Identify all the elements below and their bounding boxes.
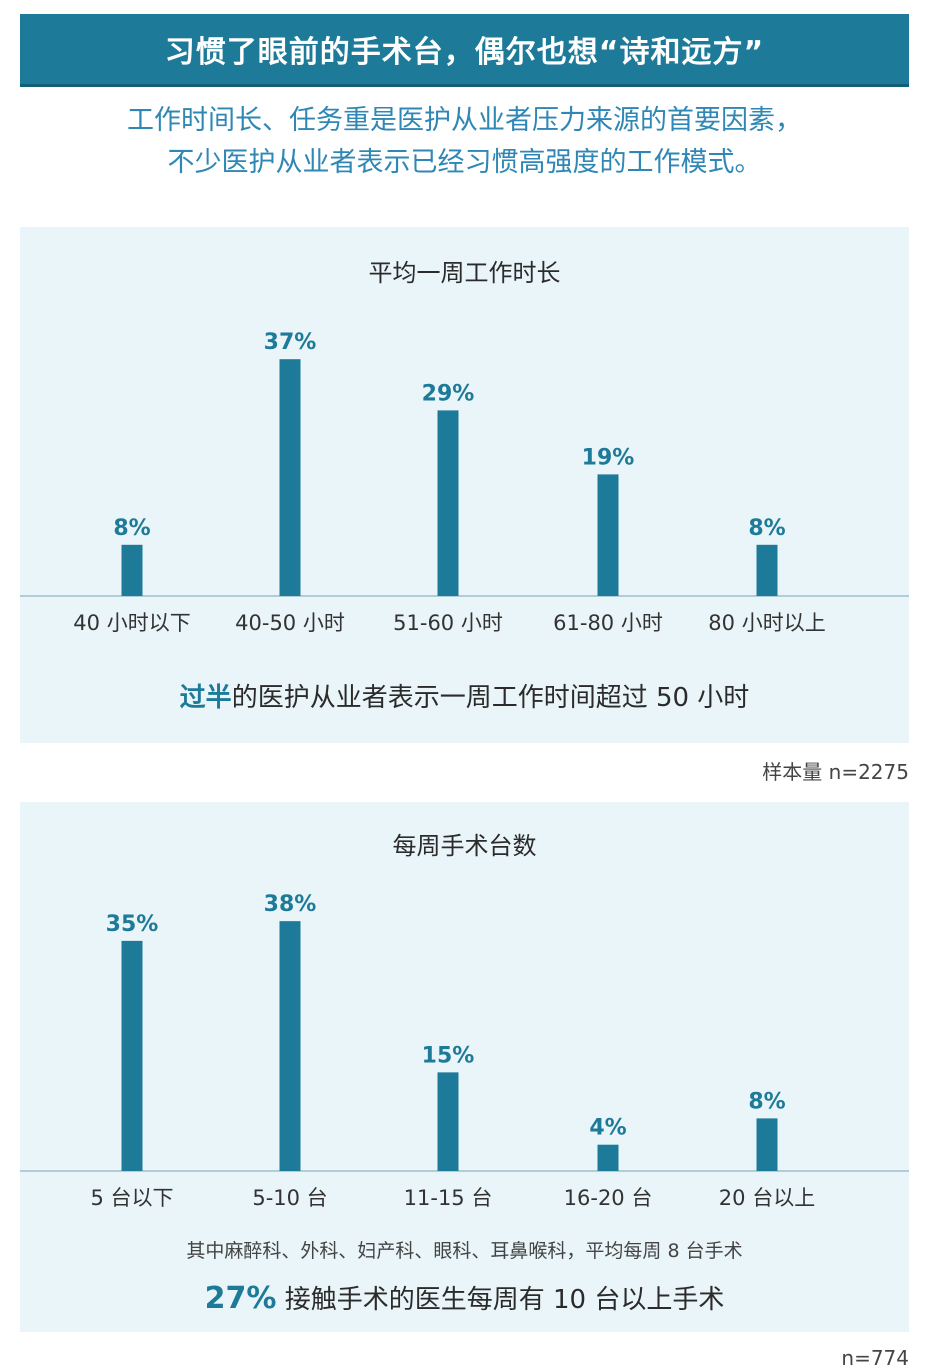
bar-4	[597, 474, 619, 596]
chart-conclusion: 过半的医护从业者表示一周工作时间超过 50 小时	[20, 677, 909, 714]
subtitle-line-1: 工作时间长、任务重是医护从业者压力来源的首要因素，	[127, 105, 802, 136]
chart-surgeries: 35% 5 台以下 38% 5-10 台 15% 11-15 台 4% 16-20 台 8% 20…	[20, 892, 909, 1210]
subtitle-line-2: 不少医护从业者表示已经习惯高强度的工作模式。	[167, 147, 762, 178]
value-label-1: 35%	[106, 912, 159, 937]
tick-label-1: 40 小时以下	[73, 611, 190, 635]
chart-title: 每周手术台数	[392, 832, 537, 860]
tick-label-2: 40-50 小时	[235, 611, 345, 635]
tick-label-5: 20 台以上	[719, 1186, 815, 1210]
tick-label-3: 11-15 台	[404, 1186, 493, 1210]
tick-label-4: 61-80 小时	[553, 611, 663, 635]
value-label-4: 19%	[582, 445, 635, 470]
chart-title: 平均一周工作时长	[368, 259, 561, 287]
banner-title: 习惯了眼前的手术台，偶尔也想“诗和远方”	[164, 35, 765, 70]
value-label-2: 37%	[264, 330, 317, 355]
value-label-2: 38%	[264, 892, 317, 917]
bar-5	[756, 1118, 778, 1171]
value-label-3: 15%	[422, 1043, 475, 1068]
value-label-5: 8%	[748, 516, 785, 541]
tick-label-4: 16-20 台	[564, 1186, 653, 1210]
value-label-4: 4%	[589, 1116, 626, 1141]
chart-work-hours: 8% 40 小时以下 37% 40-50 小时 29% 51-60 小时 19% 61-80 …	[20, 330, 909, 635]
bar-3	[437, 1072, 459, 1171]
banner: 习惯了眼前的手术台，偶尔也想“诗和远方”	[20, 14, 909, 87]
chart-conclusion: 27% 接触手术的医生每周有 10 台以上手术	[20, 1279, 909, 1316]
subtitle: 工作时间长、任务重是医护从业者压力来源的首要因素， 不少医护从业者表示已经习惯高…	[0, 100, 929, 184]
value-label-3: 29%	[422, 381, 475, 406]
chart-panel-work-hours: 平均一周工作时长 8% 40 小时以下 37% 40-50 小时 29% 51-60 小时…	[20, 227, 909, 743]
bar-4	[597, 1144, 619, 1171]
bar-3	[437, 410, 459, 596]
bar-1	[121, 940, 143, 1171]
bar-2	[279, 359, 301, 596]
chart-footnote: 其中麻醉科、外科、妇产科、眼科、耳鼻喉科，平均每周 8 台手术	[186, 1240, 743, 1262]
bar-2	[279, 921, 301, 1171]
tick-label-2: 5-10 台	[252, 1186, 327, 1210]
conclusion-text: 接触手术的医生每周有 10 台以上手术	[276, 1285, 725, 1315]
bar-5	[756, 544, 778, 596]
conclusion-highlight: 27%	[204, 1281, 277, 1316]
conclusion-highlight: 过半	[179, 683, 232, 713]
tick-label-3: 51-60 小时	[393, 611, 503, 635]
tick-label-1: 5 台以下	[90, 1186, 173, 1210]
value-label-5: 8%	[748, 1089, 785, 1114]
conclusion-text: 的医护从业者表示一周工作时间超过 50 小时	[231, 683, 750, 713]
value-label-1: 8%	[113, 516, 150, 541]
tick-label-5: 80 小时以上	[708, 611, 825, 635]
sample-size-2: n=774	[841, 1346, 909, 1370]
bar-1	[121, 544, 143, 596]
chart-panel-surgeries: 每周手术台数 35% 5 台以下 38% 5-10 台 15% 11-15 台 4% 16-2…	[20, 802, 909, 1332]
sample-size-1: 样本量 n=2275	[762, 760, 909, 784]
